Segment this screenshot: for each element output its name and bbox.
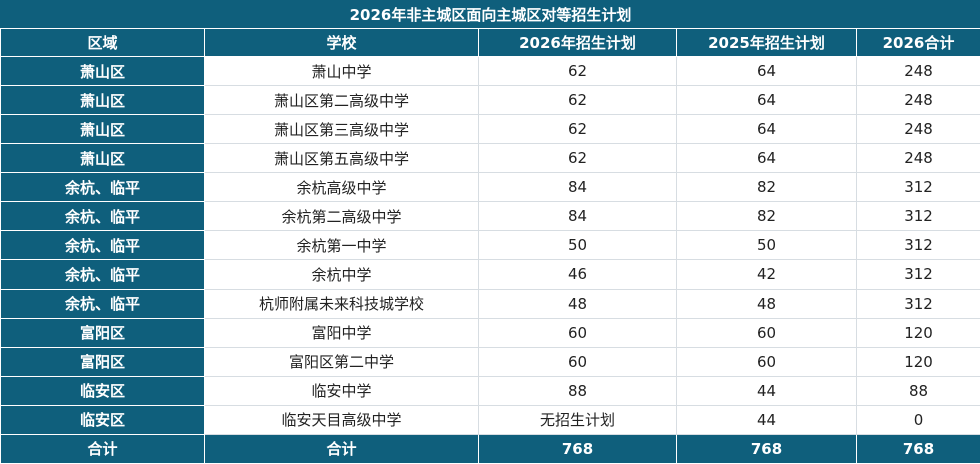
school-cell: 萧山区第五高级中学 — [204, 143, 479, 174]
school-cell: 临安天目高级中学 — [204, 404, 479, 435]
table-title: 2026年非主城区面向主城区对等招生计划 — [0, 0, 980, 29]
region-cell: 萧山区 — [0, 114, 205, 145]
plan-2025-cell: 60 — [676, 317, 857, 348]
table-row: 富阳区 富阳中学 60 60 120 — [0, 317, 980, 348]
school-cell: 萧山区第三高级中学 — [204, 114, 479, 145]
table-row: 临安区 临安天目高级中学 无招生计划 44 0 — [0, 404, 980, 435]
total-2026-cell: 312 — [855, 230, 980, 261]
plan-2026-cell: 62 — [478, 143, 677, 174]
plan-2026-cell: 62 — [478, 55, 677, 87]
region-cell: 富阳区 — [0, 346, 205, 377]
region-cell: 萧山区 — [0, 85, 205, 116]
plan-2026-cell: 48 — [478, 288, 677, 319]
plan-2026-cell: 84 — [478, 201, 677, 232]
table-row: 余杭、临平 余杭高级中学 84 82 312 — [0, 172, 980, 203]
plan-2025-cell: 82 — [676, 172, 857, 203]
region-cell: 萧山区 — [0, 55, 205, 87]
total-2026-cell: 0 — [855, 404, 980, 435]
region-cell: 临安区 — [0, 404, 205, 435]
total-2026-cell: 248 — [855, 85, 980, 116]
school-cell: 富阳中学 — [204, 317, 479, 348]
region-cell: 余杭、临平 — [0, 259, 205, 290]
total-2026-cell: 312 — [855, 201, 980, 232]
title-row: 2026年非主城区面向主城区对等招生计划 — [0, 0, 980, 29]
total-2026-cell: 248 — [855, 114, 980, 145]
plan-2025-cell: 44 — [676, 404, 857, 435]
region-cell: 余杭、临平 — [0, 288, 205, 319]
plan-2025-cell: 60 — [676, 346, 857, 377]
table-row: 余杭、临平 余杭第一中学 50 50 312 — [0, 230, 980, 261]
header-plan-2025: 2025年招生计划 — [676, 28, 857, 57]
total-2026-cell: 248 — [855, 55, 980, 87]
table-row: 余杭、临平 杭师附属未来科技城学校 48 48 312 — [0, 288, 980, 319]
total-2026-cell: 88 — [855, 375, 980, 406]
plan-2025-cell: 64 — [676, 85, 857, 116]
school-cell: 萧山区第二高级中学 — [204, 85, 479, 116]
total-2026-cell: 312 — [855, 259, 980, 290]
table-row: 萧山区 萧山中学 62 64 248 — [0, 55, 980, 87]
total-2026-cell: 312 — [855, 288, 980, 319]
table-row: 富阳区 富阳区第二中学 60 60 120 — [0, 346, 980, 377]
total-plan-2026: 768 — [478, 433, 677, 464]
plan-2025-cell: 44 — [676, 375, 857, 406]
plan-2026-cell: 无招生计划 — [478, 404, 677, 435]
table-row: 萧山区 萧山区第二高级中学 62 64 248 — [0, 85, 980, 116]
plan-2025-cell: 42 — [676, 259, 857, 290]
total-row: 合计 合计 768 768 768 — [0, 433, 980, 464]
plan-2026-cell: 62 — [478, 114, 677, 145]
total-2026-cell: 248 — [855, 143, 980, 174]
total-2026-cell: 312 — [855, 172, 980, 203]
plan-2026-cell: 84 — [478, 172, 677, 203]
plan-2026-cell: 60 — [478, 317, 677, 348]
region-cell: 临安区 — [0, 375, 205, 406]
total-region-label: 合计 — [0, 433, 205, 464]
plan-2026-cell: 88 — [478, 375, 677, 406]
school-cell: 余杭第二高级中学 — [204, 201, 479, 232]
plan-2026-cell: 46 — [478, 259, 677, 290]
region-cell: 余杭、临平 — [0, 172, 205, 203]
plan-2025-cell: 82 — [676, 201, 857, 232]
plan-2025-cell: 48 — [676, 288, 857, 319]
total-plan-2025: 768 — [676, 433, 857, 464]
school-cell: 余杭第一中学 — [204, 230, 479, 261]
table-row: 萧山区 萧山区第五高级中学 62 64 248 — [0, 143, 980, 174]
table-row: 余杭、临平 余杭中学 46 42 312 — [0, 259, 980, 290]
region-cell: 富阳区 — [0, 317, 205, 348]
total-2026-cell: 120 — [855, 346, 980, 377]
region-cell: 余杭、临平 — [0, 230, 205, 261]
school-cell: 杭师附属未来科技城学校 — [204, 288, 479, 319]
total-sum-2026: 768 — [855, 433, 980, 464]
total-2026-cell: 120 — [855, 317, 980, 348]
school-cell: 萧山中学 — [204, 55, 479, 87]
region-cell: 萧山区 — [0, 143, 205, 174]
total-school-label: 合计 — [204, 433, 479, 464]
plan-2026-cell: 60 — [478, 346, 677, 377]
school-cell: 富阳区第二中学 — [204, 346, 479, 377]
header-total-2026: 2026合计 — [855, 28, 980, 57]
plan-2025-cell: 64 — [676, 55, 857, 87]
plan-2025-cell: 64 — [676, 114, 857, 145]
plan-2025-cell: 50 — [676, 230, 857, 261]
school-cell: 余杭中学 — [204, 259, 479, 290]
plan-2025-cell: 64 — [676, 143, 857, 174]
header-plan-2026: 2026年招生计划 — [478, 28, 677, 57]
header-region: 区域 — [0, 28, 205, 57]
school-cell: 临安中学 — [204, 375, 479, 406]
table-row: 萧山区 萧山区第三高级中学 62 64 248 — [0, 114, 980, 145]
plan-2026-cell: 62 — [478, 85, 677, 116]
plan-2026-cell: 50 — [478, 230, 677, 261]
table-row: 余杭、临平 余杭第二高级中学 84 82 312 — [0, 201, 980, 232]
header-school: 学校 — [204, 28, 479, 57]
header-row: 区域 学校 2026年招生计划 2025年招生计划 2026合计 — [0, 28, 980, 57]
region-cell: 余杭、临平 — [0, 201, 205, 232]
table-row: 临安区 临安中学 88 44 88 — [0, 375, 980, 406]
school-cell: 余杭高级中学 — [204, 172, 479, 203]
